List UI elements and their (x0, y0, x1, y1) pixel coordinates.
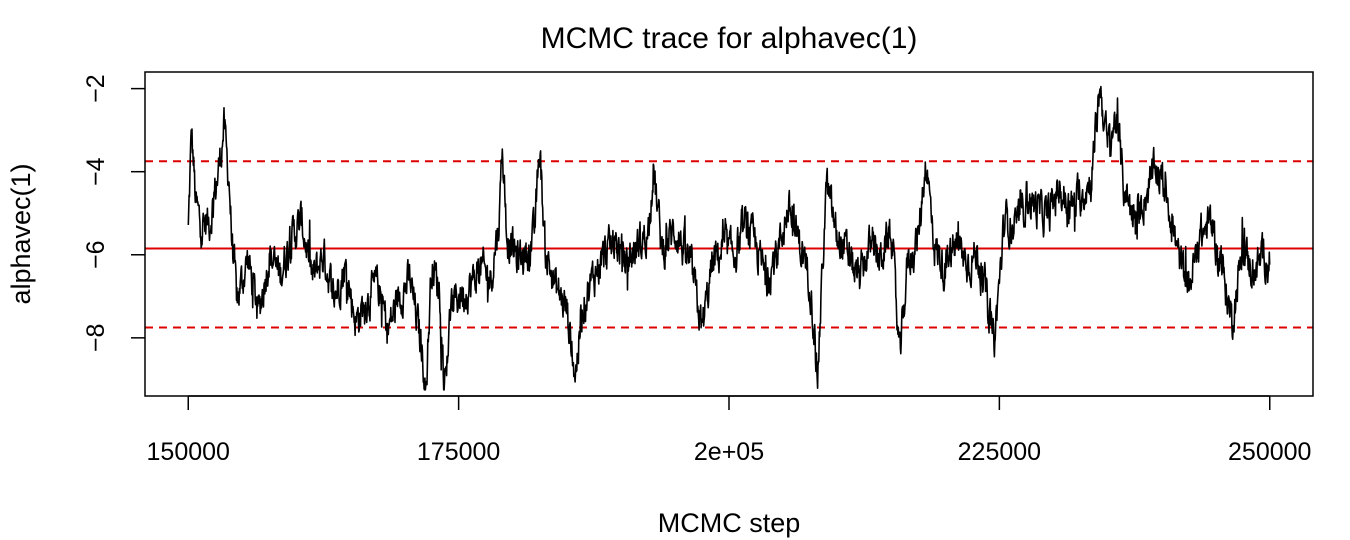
x-tick-label: 225000 (958, 438, 1041, 466)
y-tick-label: −4 (82, 157, 110, 186)
x-tick-label: 150000 (147, 438, 230, 466)
y-tick-label: −6 (82, 241, 110, 270)
series-layer (187, 85, 1271, 391)
x-tick-label: 2e+05 (694, 438, 764, 466)
trace-line (187, 85, 1271, 391)
y-tick-label: −2 (82, 74, 110, 103)
chart-title: MCMC trace for alphavec(1) (541, 22, 918, 55)
y-axis-label: alphavec(1) (6, 163, 36, 304)
y-tick-label: −8 (82, 324, 110, 353)
x-axis-label: MCMC step (658, 508, 801, 538)
x-tick-label: 250000 (1228, 438, 1311, 466)
x-tick-label: 175000 (417, 438, 500, 466)
reference-lines (145, 160, 1313, 329)
x-axis: 150000 175000 2e+05 225000 250000 (147, 395, 1311, 466)
y-axis: −2 −4 −6 −8 (82, 74, 145, 352)
